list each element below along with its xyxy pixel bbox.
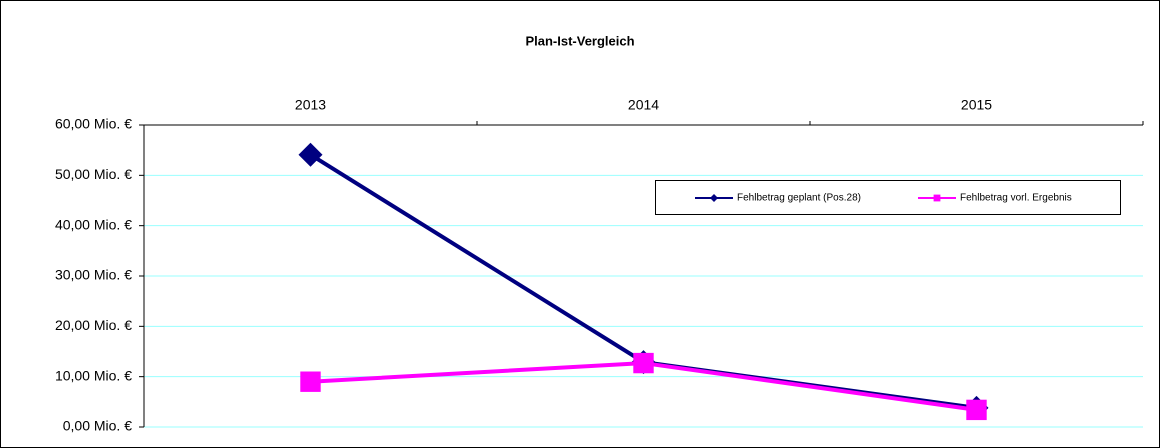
y-tick-label: 30,00 Mio. € xyxy=(55,267,132,283)
data-point xyxy=(966,399,987,421)
legend-label: Fehlbetrag vorl. Ergebnis xyxy=(960,193,1072,204)
x-tick-label: 2013 xyxy=(295,97,326,113)
chart-title: Plan-Ist-Vergleich xyxy=(525,33,634,48)
y-tick-label: 0,00 Mio. € xyxy=(63,418,132,434)
legend-marker xyxy=(710,194,718,202)
data-point xyxy=(633,352,654,374)
x-tick-label: 2014 xyxy=(628,97,659,113)
y-tick-label: 50,00 Mio. € xyxy=(55,166,132,182)
legend-marker xyxy=(933,194,941,202)
y-tick-label: 20,00 Mio. € xyxy=(55,317,132,333)
x-tick-label: 2015 xyxy=(961,97,992,113)
data-point xyxy=(298,142,323,167)
legend: Fehlbetrag geplant (Pos.28) Fehlbetrag vo… xyxy=(655,180,1121,215)
y-tick-label: 10,00 Mio. € xyxy=(55,367,132,383)
data-point xyxy=(300,371,321,392)
y-tick-label: 40,00 Mio. € xyxy=(55,216,132,232)
y-tick-label: 60,00 Mio. € xyxy=(55,116,132,132)
legend-label: Fehlbetrag geplant (Pos.28) xyxy=(737,193,861,204)
